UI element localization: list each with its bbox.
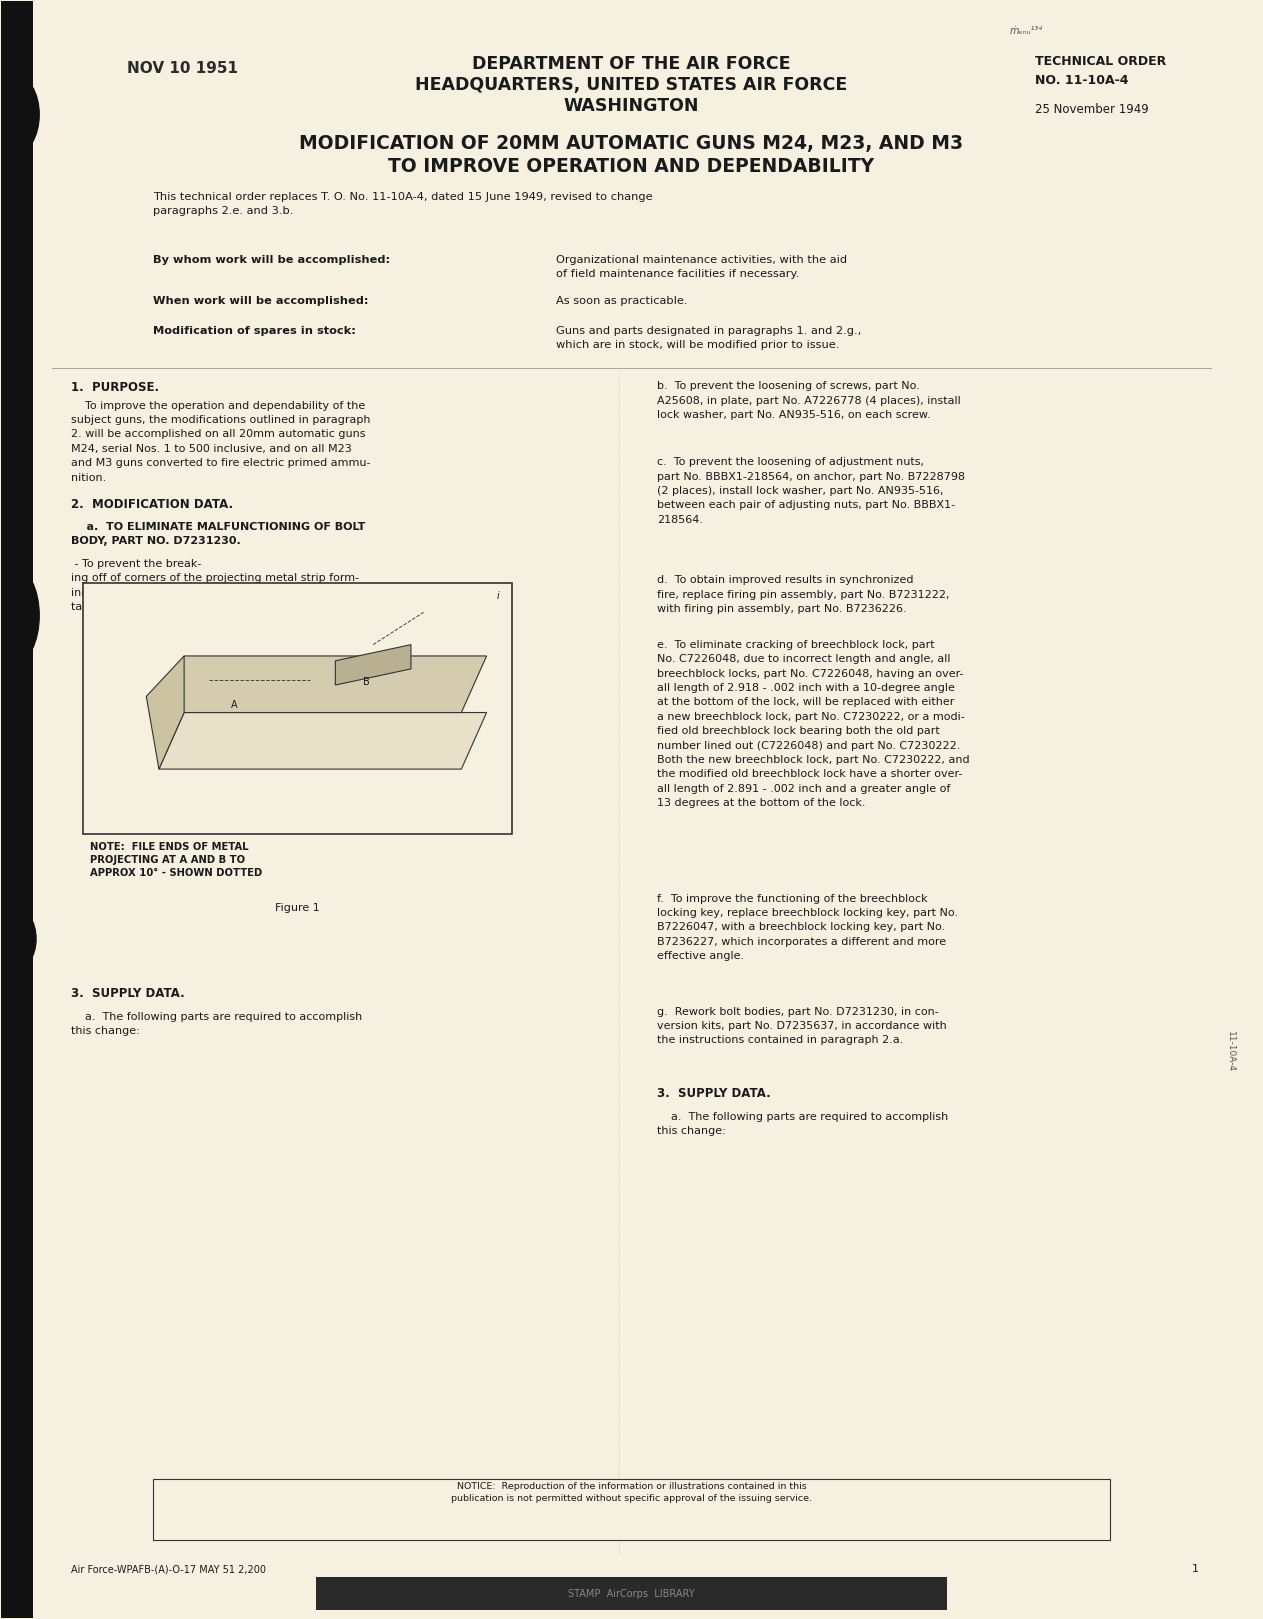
Text: 1.  PURPOSE.: 1. PURPOSE. (71, 380, 159, 393)
Text: WASHINGTON: WASHINGTON (563, 97, 700, 115)
Text: By whom work will be accomplished:: By whom work will be accomplished: (153, 256, 390, 266)
Text: TECHNICAL ORDER: TECHNICAL ORDER (1034, 55, 1166, 68)
Text: STAMP  AirCorps  LIBRARY: STAMP AirCorps LIBRARY (568, 1588, 695, 1598)
Text: Modification of spares in stock:: Modification of spares in stock: (153, 327, 355, 337)
Bar (153, 1478, 1110, 1540)
Text: 11-10A-4: 11-10A-4 (1225, 1031, 1235, 1072)
Text: i: i (496, 591, 499, 601)
Text: To improve the operation and dependability of the
subject guns, the modification: To improve the operation and dependabili… (71, 400, 370, 482)
Text: 3.  SUPPLY DATA.: 3. SUPPLY DATA. (657, 1088, 770, 1101)
Text: NO. 11-10A-4: NO. 11-10A-4 (1034, 74, 1128, 87)
Text: f.  To improve the functioning of the breechblock
locking key, replace breechblo: f. To improve the functioning of the bre… (657, 894, 957, 962)
Text: NOV 10 1951: NOV 10 1951 (128, 62, 239, 76)
Text: a.  The following parts are required to accomplish
this change:: a. The following parts are required to a… (71, 1012, 362, 1036)
Text: DEPARTMENT OF THE AIR FORCE: DEPARTMENT OF THE AIR FORCE (472, 55, 791, 73)
Text: NOTE:  FILE ENDS OF METAL
PROJECTING AT A AND B TO
APPROX 10° - SHOWN DOTTED: NOTE: FILE ENDS OF METAL PROJECTING AT A… (90, 842, 261, 877)
Text: ṁₑₙᵤ¹³⁴: ṁₑₙᵤ¹³⁴ (1009, 26, 1043, 36)
Text: 3.  SUPPLY DATA.: 3. SUPPLY DATA. (71, 988, 184, 1001)
Ellipse shape (0, 907, 37, 971)
Text: As soon as practicable.: As soon as practicable. (556, 296, 687, 306)
Text: Air Force-WPAFB-(A)-O-17 MAY 51 2,200: Air Force-WPAFB-(A)-O-17 MAY 51 2,200 (71, 1564, 265, 1574)
Text: c.  To prevent the loosening of adjustment nuts,
part No. BBBX1-218564, on ancho: c. To prevent the loosening of adjustmen… (657, 457, 965, 525)
Text: NOTICE:  Reproduction of the information or illustrations contained in this
publ: NOTICE: Reproduction of the information … (451, 1481, 812, 1502)
Bar (1, 2, 33, 1617)
Text: B: B (364, 677, 370, 686)
Polygon shape (159, 712, 486, 769)
Text: Organizational maintenance activities, with the aid
of field maintenance facilit: Organizational maintenance activities, w… (556, 256, 847, 278)
Bar (83, 583, 512, 834)
Ellipse shape (0, 567, 39, 664)
Text: MODIFICATION OF 20MM AUTOMATIC GUNS M24, M23, AND M3: MODIFICATION OF 20MM AUTOMATIC GUNS M24,… (299, 134, 964, 152)
Text: HEADQUARTERS, UNITED STATES AIR FORCE: HEADQUARTERS, UNITED STATES AIR FORCE (416, 76, 847, 94)
Text: a.  TO ELIMINATE MALFUNCTIONING OF BOLT
BODY, PART NO. D7231230.: a. TO ELIMINATE MALFUNCTIONING OF BOLT B… (71, 521, 365, 546)
Text: Guns and parts designated in paragraphs 1. and 2.g.,
which are in stock, will be: Guns and parts designated in paragraphs … (556, 327, 861, 350)
Text: b.  To prevent the loosening of screws, part No.
A25608, in plate, part No. A722: b. To prevent the loosening of screws, p… (657, 380, 960, 419)
Text: TO IMPROVE OPERATION AND DEPENDABILITY: TO IMPROVE OPERATION AND DEPENDABILITY (389, 157, 874, 175)
Text: 25 November 1949: 25 November 1949 (1034, 104, 1148, 117)
Text: Figure 1: Figure 1 (275, 903, 320, 913)
Text: d.  To obtain improved results in synchronized
fire, replace firing pin assembly: d. To obtain improved results in synchro… (657, 575, 950, 614)
Ellipse shape (0, 74, 39, 155)
Text: 2.  MODIFICATION DATA.: 2. MODIFICATION DATA. (71, 497, 232, 510)
Text: When work will be accomplished:: When work will be accomplished: (153, 296, 368, 306)
Text: a.  The following parts are required to accomplish
this change:: a. The following parts are required to a… (657, 1112, 949, 1137)
Polygon shape (336, 644, 410, 685)
Text: - To prevent the break-
ing off of corners of the projecting metal strip form-
i: - To prevent the break- ing off of corne… (71, 559, 359, 612)
Polygon shape (147, 656, 184, 769)
Text: 1: 1 (1191, 1564, 1199, 1574)
Text: g.  Rework bolt bodies, part No. D7231230, in con-
version kits, part No. D72356: g. Rework bolt bodies, part No. D7231230… (657, 1007, 946, 1046)
Bar (317, 1577, 946, 1609)
Text: e.  To eliminate cracking of breechblock lock, part
No. C7226048, due to incorre: e. To eliminate cracking of breechblock … (657, 640, 969, 808)
Polygon shape (159, 656, 486, 712)
Text: This technical order replaces T. O. No. 11-10A-4, dated 15 June 1949, revised to: This technical order replaces T. O. No. … (153, 193, 652, 215)
Text: A: A (231, 699, 237, 709)
